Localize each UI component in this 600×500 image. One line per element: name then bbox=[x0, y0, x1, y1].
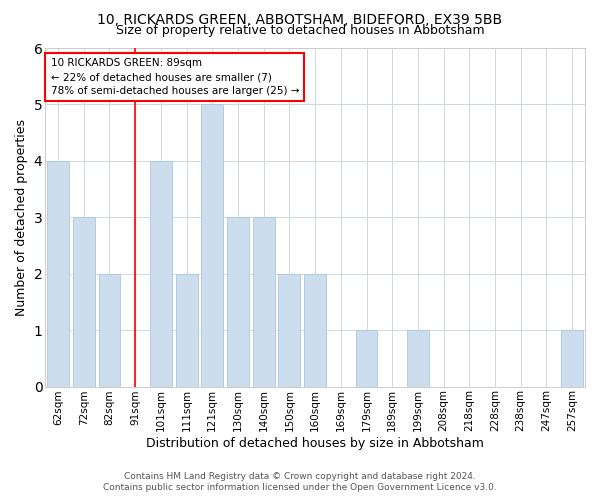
X-axis label: Distribution of detached houses by size in Abbotsham: Distribution of detached houses by size … bbox=[146, 437, 484, 450]
Text: 10 RICKARDS GREEN: 89sqm
← 22% of detached houses are smaller (7)
78% of semi-de: 10 RICKARDS GREEN: 89sqm ← 22% of detach… bbox=[50, 58, 299, 96]
Text: Contains HM Land Registry data © Crown copyright and database right 2024.
Contai: Contains HM Land Registry data © Crown c… bbox=[103, 472, 497, 492]
Bar bbox=[356, 330, 377, 386]
Bar bbox=[227, 218, 249, 386]
Bar bbox=[304, 274, 326, 386]
Text: 10, RICKARDS GREEN, ABBOTSHAM, BIDEFORD, EX39 5BB: 10, RICKARDS GREEN, ABBOTSHAM, BIDEFORD,… bbox=[97, 12, 503, 26]
Bar bbox=[150, 161, 172, 386]
Bar bbox=[278, 274, 301, 386]
Bar bbox=[561, 330, 583, 386]
Bar bbox=[253, 218, 275, 386]
Bar bbox=[176, 274, 197, 386]
Bar bbox=[73, 218, 95, 386]
Text: Size of property relative to detached houses in Abbotsham: Size of property relative to detached ho… bbox=[116, 24, 484, 37]
Y-axis label: Number of detached properties: Number of detached properties bbox=[15, 119, 28, 316]
Bar bbox=[47, 161, 69, 386]
Bar bbox=[202, 104, 223, 386]
Bar bbox=[407, 330, 429, 386]
Bar bbox=[98, 274, 121, 386]
